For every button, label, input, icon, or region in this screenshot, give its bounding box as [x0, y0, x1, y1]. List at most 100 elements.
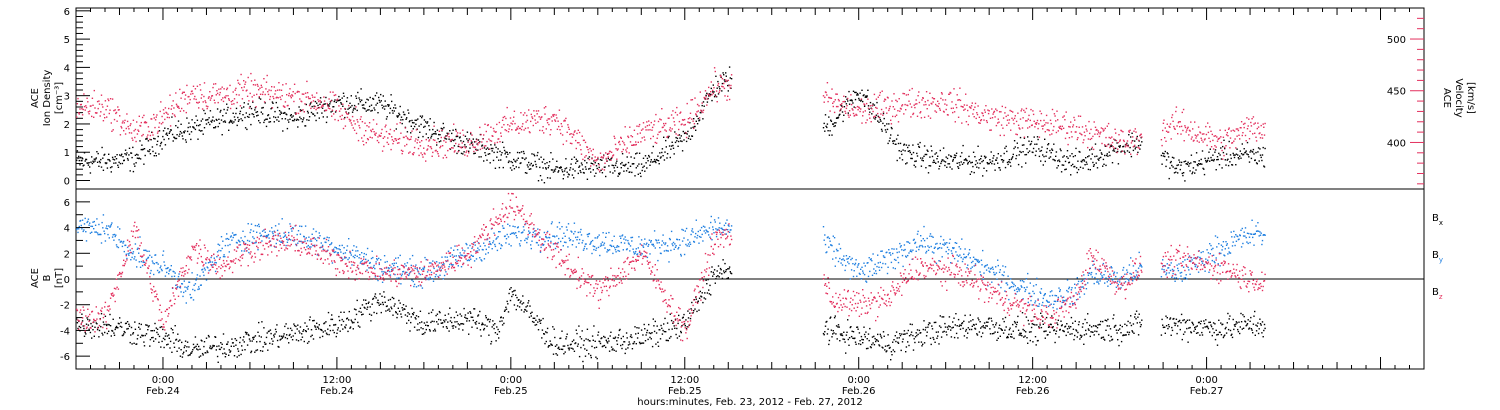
ion-density-series-point — [868, 108, 870, 110]
velocity-series-point — [848, 110, 851, 112]
velocity-series-point — [262, 91, 264, 93]
velocity-series-point — [723, 82, 725, 85]
ion-density-series-point — [1013, 147, 1015, 150]
velocity-series-point — [78, 112, 80, 114]
ion-density-series-point — [1117, 150, 1119, 153]
ion-density-series-point — [130, 152, 133, 154]
ion-density-series-point — [356, 109, 358, 112]
ion-density-series-point — [496, 151, 499, 153]
bx-series-point — [584, 355, 587, 357]
ion-density-series-point — [485, 154, 487, 157]
velocity-series-point — [221, 86, 223, 88]
ion-density-series-point — [363, 104, 365, 106]
velocity-series-point — [593, 164, 595, 166]
bottom-series — [76, 192, 1266, 363]
velocity-series-point — [418, 154, 420, 157]
velocity-series-point — [319, 99, 321, 102]
velocity-series-point — [318, 106, 320, 109]
ion-density-series-point — [425, 121, 427, 123]
velocity-series-point — [167, 113, 169, 115]
ion-density-series-point — [340, 103, 343, 105]
velocity-series-point — [1135, 131, 1137, 133]
ion-density-series-point — [1201, 163, 1203, 165]
bx-series-point — [641, 342, 643, 344]
velocity-series-point — [697, 110, 699, 112]
bx-series-point — [655, 332, 658, 334]
velocity-series-point — [1077, 137, 1079, 139]
bx-series-point — [1102, 336, 1105, 338]
bx-series-point — [127, 327, 129, 330]
velocity-series-point — [173, 114, 176, 116]
ion-density-series-point — [1055, 151, 1058, 153]
bx-series-point — [678, 335, 681, 337]
velocity-series-point — [164, 107, 167, 109]
bx-series-point — [198, 356, 200, 358]
bx-series-point — [462, 323, 465, 325]
bx-series-point — [467, 312, 469, 314]
ion-density-series-point — [1001, 159, 1003, 161]
velocity-series-point — [700, 110, 703, 113]
bx-series-point — [707, 278, 709, 281]
bx-series-point — [553, 328, 555, 330]
ion-density-series-point — [661, 151, 663, 154]
bx-series-point — [1137, 316, 1139, 318]
velocity-series-point — [462, 134, 465, 136]
velocity-series-point — [170, 108, 172, 110]
bx-series-point — [615, 350, 617, 352]
velocity-series-point — [832, 105, 834, 108]
bx-series-point — [459, 313, 461, 315]
bx-series-point — [1075, 329, 1077, 331]
bx-series-point — [154, 322, 156, 325]
velocity-series-point — [172, 100, 174, 102]
ion-density-series-point — [730, 78, 733, 80]
ion-density-series-point — [107, 158, 109, 161]
bx-series-point — [153, 329, 155, 332]
ion-density-series-point — [714, 94, 716, 96]
velocity-series-point — [1260, 124, 1262, 127]
bx-series-point — [620, 344, 622, 347]
velocity-series-point — [1017, 124, 1020, 126]
velocity-series-point — [931, 103, 933, 105]
ion-density-series-point — [252, 113, 255, 116]
velocity-series-point — [1055, 131, 1058, 134]
velocity-series-point — [1105, 145, 1108, 147]
bx-series-point — [513, 304, 516, 306]
bx-series-point — [610, 346, 613, 348]
bx-series-point — [448, 330, 450, 332]
bx-series-point — [336, 329, 339, 331]
bx-series-point — [949, 326, 951, 328]
velocity-series-point — [603, 169, 606, 171]
ion-density-series-point — [827, 130, 829, 132]
bx-series-point — [445, 326, 448, 328]
bx-series-point — [1200, 320, 1202, 322]
velocity-series-point — [1190, 138, 1193, 140]
ion-density-series-point — [258, 97, 260, 99]
ion-density-series-point — [380, 100, 382, 102]
ion-density-series-point — [679, 137, 681, 139]
velocity-series-point — [567, 126, 570, 128]
bx-series-point — [1060, 325, 1063, 327]
bx-series-point — [492, 320, 494, 322]
velocity-series-point — [1225, 134, 1228, 136]
velocity-series-point — [288, 92, 290, 95]
bx-series-point — [830, 316, 832, 318]
bx-series-point — [270, 332, 272, 335]
bx-series-point — [91, 337, 93, 339]
ion-density-series-point — [102, 157, 104, 159]
velocity-series-point — [923, 104, 925, 106]
velocity-series-point — [244, 83, 246, 85]
velocity-series-point — [944, 99, 947, 101]
bx-series-point — [726, 277, 728, 280]
ion-density-series-point — [204, 112, 206, 115]
ion-density-series-point — [418, 125, 420, 127]
ion-density-series-point — [1033, 136, 1035, 138]
bx-series-point — [619, 328, 621, 331]
ion-density-series-point — [330, 111, 332, 113]
ion-density-series-point — [1104, 145, 1106, 147]
velocity-series-point — [530, 120, 532, 123]
bx-series-point — [497, 328, 499, 331]
velocity-series-point — [704, 98, 706, 100]
ion-density-series-point — [198, 129, 200, 131]
bx-series-point — [431, 320, 433, 322]
bx-series-point — [428, 312, 430, 315]
